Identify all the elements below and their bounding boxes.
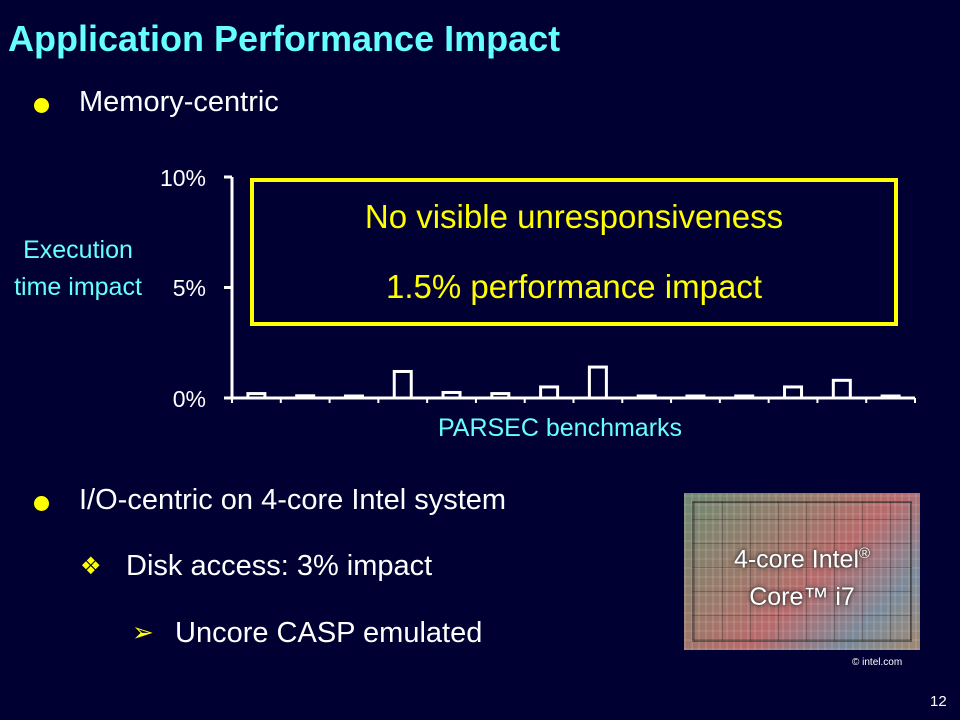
bar [539,385,560,400]
bullet-memory-centric: Memory-centric [79,86,279,118]
registered-mark: ® [859,545,871,562]
bullet-io-centric: I/O-centric on 4-core Intel system [79,484,507,516]
callout-line2: 1.5% performance impact [385,268,762,305]
diamond-bullet-icon: ❖ [80,553,102,580]
y-tick-label: 0% [172,386,206,412]
slide-title: Application Performance Impact [8,18,561,59]
y-tick-label: 5% [172,275,206,301]
bullet-icon [34,98,49,113]
chip-die-image: 4-core Intel® Core™ i7 [684,493,920,650]
bar [490,392,511,400]
bar [343,394,364,400]
callout-line1: No visible unresponsiveness [364,198,784,235]
y-tick-label: 10% [159,165,206,191]
chip-label-line1: 4-core Intel [733,545,859,574]
bar [587,365,608,400]
sub-bullet-uncore: Uncore CASP emulated [175,617,483,649]
chip-label-line2: Core™ i7 [749,583,855,612]
bar [831,378,852,400]
x-axis-label: PARSEC benchmarks [437,414,683,442]
chip-label: 4-core Intel® Core™ i7 [684,535,920,616]
bar [734,394,755,400]
bar [392,369,413,400]
callout-box: No visible unresponsiveness 1.5% perform… [250,178,898,326]
y-axis-label: Execution time impact [14,236,142,301]
chip-die-pattern [692,501,912,642]
image-credit: © intel.com [852,657,903,668]
bullet-icon [34,496,49,511]
bar [246,392,267,400]
bar [783,385,804,400]
bar [295,394,316,400]
page-number: 12 [930,693,947,710]
arrow-bullet-icon: ➢ [132,617,154,647]
bar [441,390,462,400]
bar [685,394,706,400]
bar [636,394,657,400]
bar [880,394,901,400]
sub-bullet-disk-access: Disk access: 3% impact [126,550,433,582]
